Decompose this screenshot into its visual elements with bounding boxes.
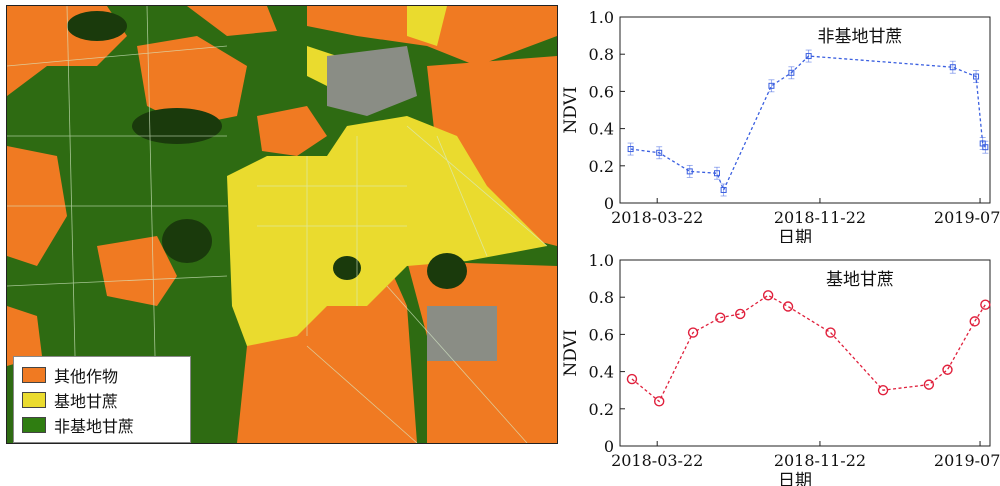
chart-0-point — [949, 64, 956, 71]
legend-item-non-base-sugarcane: 非基地甘蔗 — [22, 413, 134, 437]
chart-0-frame — [619, 16, 991, 204]
chart-0-point — [713, 170, 720, 177]
chart-1-ytick-label: 0 — [604, 437, 614, 456]
legend-label-other-crops: 其他作物 — [54, 367, 119, 386]
legend-item-other-crops: 其他作物 — [22, 363, 118, 387]
chart-0-xlabel: 日期 — [778, 228, 812, 243]
chart-1-point — [715, 312, 726, 323]
legend-swatch-non-base-sugarcane — [22, 417, 46, 433]
chart-1-ytick-label: 0.2 — [589, 400, 614, 419]
chart-0-ytick-label: 1.0 — [589, 8, 614, 27]
chart-1-point — [762, 290, 774, 301]
chart-1-xlabel: 日期 — [778, 471, 812, 486]
chart-1-point — [626, 373, 638, 385]
chart-1-point — [825, 327, 836, 338]
chart-1-xtick-label: 2019-07-21 — [934, 451, 1000, 470]
chart-1-point — [735, 308, 746, 320]
legend-label-base-sugarcane: 基地甘蔗 — [54, 392, 119, 411]
chart-1-ytick-label: 0.6 — [589, 325, 614, 344]
chart-0-ytick-label: 0.6 — [589, 82, 614, 101]
chart-0-point — [720, 186, 727, 193]
chart-0-ytick-label: 0.4 — [589, 120, 614, 139]
chart-0-point — [805, 53, 812, 60]
chart-1-xtick-label: 2018-11-22 — [774, 451, 866, 470]
chart-0-point — [768, 82, 775, 89]
chart-0-point — [686, 168, 693, 175]
chart-1-ylabel: NDVI — [561, 329, 581, 376]
map-legend: 其他作物 基地甘蔗 非基地甘蔗 — [13, 356, 191, 443]
chart-0-ylabel: NDVI — [561, 86, 581, 133]
chart-0-xtick-label: 2018-11-22 — [774, 208, 866, 227]
chart-1-ytick-label: 1.0 — [589, 251, 614, 270]
chart-1-point — [923, 379, 935, 390]
chart-0-point — [973, 73, 980, 80]
chart-1-point — [969, 316, 980, 327]
legend-swatch-other-crops — [22, 367, 46, 383]
chart-1-point — [942, 364, 953, 375]
legend-label-non-base-sugarcane: 非基地甘蔗 — [54, 417, 135, 436]
chart-1-point — [980, 299, 991, 310]
chart-1-point — [653, 396, 665, 407]
map-image — [7, 6, 557, 443]
chart-1-ytick-label: 0.4 — [589, 363, 614, 382]
ndvi-chart-base-sugarcane: 0 0.2 0.4 0.6 0.8 1.0 2018-03-22 2018-11-22 2019… — [561, 251, 1000, 486]
chart-1-frame — [619, 259, 991, 447]
land-cover-map: 其他作物 基地甘蔗 非基地甘蔗 — [6, 5, 558, 444]
chart-0-point — [656, 149, 663, 156]
chart-0-title: 非基地甘蔗 — [818, 27, 903, 47]
legend-item-base-sugarcane: 基地甘蔗 — [22, 388, 118, 412]
chart-0-xtick-label: 2018-03-22 — [611, 208, 703, 227]
chart-1-point — [782, 301, 794, 312]
chart-1-series-line — [631, 294, 986, 403]
chart-0-ytick-label: 0.8 — [589, 45, 614, 64]
chart-0-point — [982, 144, 989, 151]
chart-1-point — [877, 384, 889, 396]
chart-0-point — [788, 69, 795, 76]
chart-0-ytick-label: 0 — [604, 194, 614, 213]
chart-1-point — [687, 327, 699, 338]
chart-1-title: 基地甘蔗 — [826, 270, 894, 290]
chart-0-xtick-label: 2019-07-21 — [934, 208, 1000, 227]
chart-0-ytick-label: 0.2 — [589, 157, 614, 176]
legend-swatch-base-sugarcane — [22, 392, 46, 408]
chart-1-xtick-label: 2018-03-22 — [611, 451, 703, 470]
chart-0-point — [627, 146, 634, 153]
chart-0-series-line — [630, 55, 986, 192]
chart-1-ytick-label: 0.8 — [589, 288, 614, 307]
ndvi-chart-non-base-sugarcane: 0 0.2 0.4 0.6 0.8 1.0 2018-03-22 2018-11-22 2019… — [561, 8, 1000, 243]
